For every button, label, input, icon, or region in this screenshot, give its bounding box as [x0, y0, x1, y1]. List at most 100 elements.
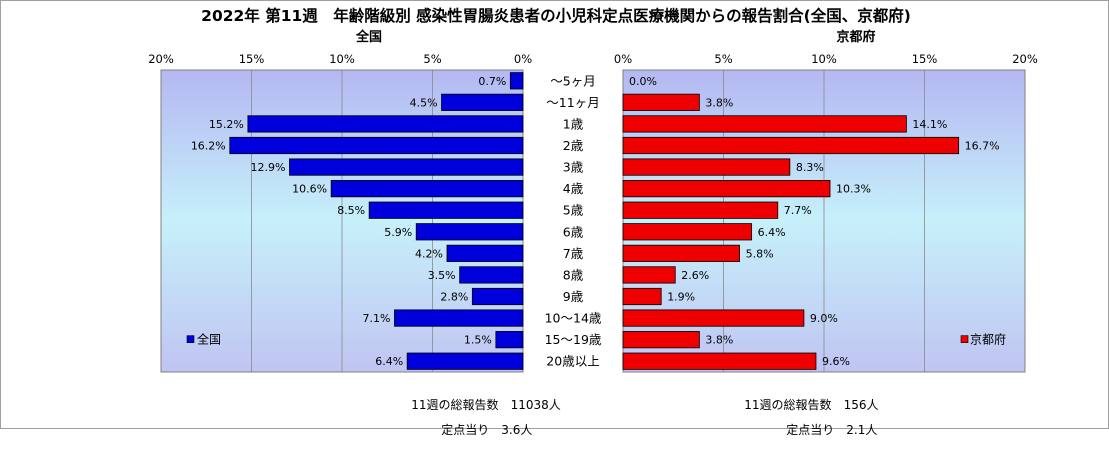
chart-title: 2022年 第11週 年齢階級別 感染性胃腸炎患者の小児科定点医療機関からの報告…	[201, 6, 911, 25]
kyoto-value-label: 9.6%	[822, 355, 850, 368]
national-bar	[415, 223, 524, 241]
right-tick-label: 20%	[1012, 52, 1038, 66]
kyoto-bar	[622, 223, 753, 241]
kyoto-value-label: 5.8%	[746, 247, 774, 260]
kyoto-bar	[622, 309, 805, 327]
national-legend-label: 全国	[197, 332, 221, 347]
right-tick-label: 0%	[614, 52, 632, 66]
kyoto-per-site: 定点当り 2.1人	[771, 407, 877, 452]
kyoto-bar	[622, 180, 831, 198]
left-tick-label: 20%	[148, 52, 174, 66]
national-value-label: 10.6%	[292, 183, 327, 196]
kyoto-bar	[622, 352, 817, 370]
national-bar	[441, 93, 524, 111]
kyoto-value-label: 9.0%	[810, 312, 838, 325]
national-value-label: 7.1%	[363, 312, 391, 325]
left-tick-label: 5%	[423, 52, 441, 66]
national-bar	[330, 180, 524, 198]
category-label: 3歳	[563, 160, 584, 175]
kyoto-value-label: 7.7%	[784, 204, 812, 217]
national-bar	[229, 136, 524, 155]
national-bar	[495, 331, 524, 349]
national-value-label: 4.2%	[415, 247, 443, 260]
national-bar	[446, 244, 524, 262]
kyoto-bar	[622, 93, 700, 111]
left-tick-label: 0%	[514, 52, 532, 66]
kyoto-value-label: 16.7%	[965, 140, 1000, 153]
kyoto-bar	[622, 201, 779, 219]
category-label: ～5ヶ月	[550, 73, 595, 88]
national-value-label: 2.8%	[440, 291, 468, 304]
kyoto-legend-swatch	[960, 335, 969, 343]
kyoto-per-site-label: 定点当り	[786, 423, 835, 437]
category-label: 6歳	[563, 224, 584, 239]
category-label: 2歳	[563, 138, 584, 153]
kyoto-value-label: 10.3%	[836, 183, 871, 196]
national-value-label: 8.5%	[337, 204, 365, 217]
national-bar	[406, 352, 524, 370]
right-tick-label: 10%	[811, 52, 837, 66]
left-series-title: 全国	[355, 29, 382, 45]
national-per-site: 定点当り 3.6人	[426, 407, 532, 452]
category-label: 4歳	[563, 181, 584, 196]
kyoto-bar	[622, 158, 791, 176]
national-value-label: 4.5%	[410, 96, 438, 109]
category-label: 7歳	[563, 246, 584, 261]
national-total-label: 11週の総報告数	[411, 398, 499, 412]
national-value-label: 6.4%	[375, 355, 403, 368]
kyoto-legend-label: 京都府	[970, 332, 1006, 347]
kyoto-bar	[622, 287, 662, 306]
category-label: 9歳	[563, 289, 584, 304]
national-bar	[459, 266, 524, 284]
national-value-label: 1.5%	[464, 334, 492, 347]
kyoto-bar	[622, 266, 676, 284]
national-value-label: 5.9%	[384, 226, 412, 239]
national-total-value: 11038人	[510, 398, 561, 412]
kyoto-bar	[622, 244, 740, 262]
kyoto-value-label: 8.3%	[796, 161, 824, 174]
category-label: 8歳	[563, 267, 584, 282]
national-value-label: 12.9%	[251, 161, 286, 174]
national-bar	[368, 201, 524, 219]
kyoto-total-value: 156人	[843, 398, 879, 412]
kyoto-bar	[622, 136, 960, 155]
national-value-label: 0.7%	[478, 75, 506, 88]
kyoto-value-label: 2.6%	[681, 269, 709, 282]
left-tick-label: 15%	[239, 52, 265, 66]
category-label: 20歳以上	[546, 354, 599, 369]
kyoto-value-label: 6.4%	[758, 226, 786, 239]
right-tick-label: 15%	[912, 52, 938, 66]
category-label: 5歳	[563, 203, 584, 218]
national-legend-swatch	[186, 335, 195, 343]
category-label: 1歳	[563, 116, 584, 131]
left-tick-label: 10%	[329, 52, 355, 66]
category-label: 15～19歳	[545, 332, 602, 347]
butterfly-chart: 2022年 第11週 年齢階級別 感染性胃腸炎患者の小児科定点医療機関からの報告…	[148, 6, 1038, 373]
kyoto-value-label: 1.9%	[667, 291, 695, 304]
category-label: ～11ヶ月	[546, 95, 599, 110]
kyoto-value-label: 0.0%	[629, 75, 657, 88]
kyoto-total-label: 11週の総報告数	[744, 398, 832, 412]
national-value-label: 16.2%	[191, 140, 226, 153]
national-bar	[471, 287, 524, 306]
national-value-label: 15.2%	[209, 118, 244, 131]
right-series-title: 京都府	[836, 29, 875, 45]
kyoto-value-label: 14.1%	[912, 118, 947, 131]
national-bar	[289, 158, 524, 176]
national-per-site-label: 定点当り	[441, 423, 490, 437]
national-bar	[247, 115, 524, 133]
national-per-site-value: 3.6人	[501, 423, 533, 437]
national-total: 11週の総報告数 11038人	[396, 382, 561, 427]
right-tick-label: 5%	[714, 52, 732, 66]
kyoto-value-label: 3.8%	[705, 334, 733, 347]
national-bar	[509, 72, 524, 90]
kyoto-value-label: 3.8%	[705, 96, 733, 109]
kyoto-bar	[622, 115, 907, 133]
kyoto-total: 11週の総報告数 156人	[729, 382, 878, 427]
kyoto-per-site-value: 2.1人	[846, 423, 878, 437]
category-label: 10～14歳	[545, 311, 602, 326]
chart-window: 2022年 第11週 年齢階級別 感染性胃腸炎患者の小児科定点医療機関からの報告…	[0, 0, 1109, 437]
kyoto-bar	[622, 331, 700, 349]
national-value-label: 3.5%	[428, 269, 456, 282]
national-bar	[394, 309, 524, 327]
